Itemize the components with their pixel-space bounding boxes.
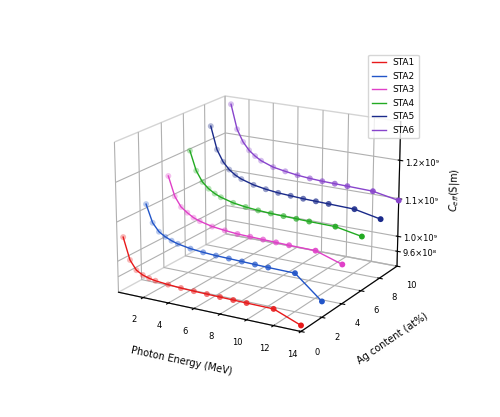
Y-axis label: Ag content (at%): Ag content (at%) bbox=[356, 311, 430, 367]
Legend: STA1, STA2, STA3, STA4, STA5, STA6: STA1, STA2, STA3, STA4, STA5, STA6 bbox=[368, 55, 418, 138]
X-axis label: Photon Energy (MeV): Photon Energy (MeV) bbox=[130, 345, 234, 377]
